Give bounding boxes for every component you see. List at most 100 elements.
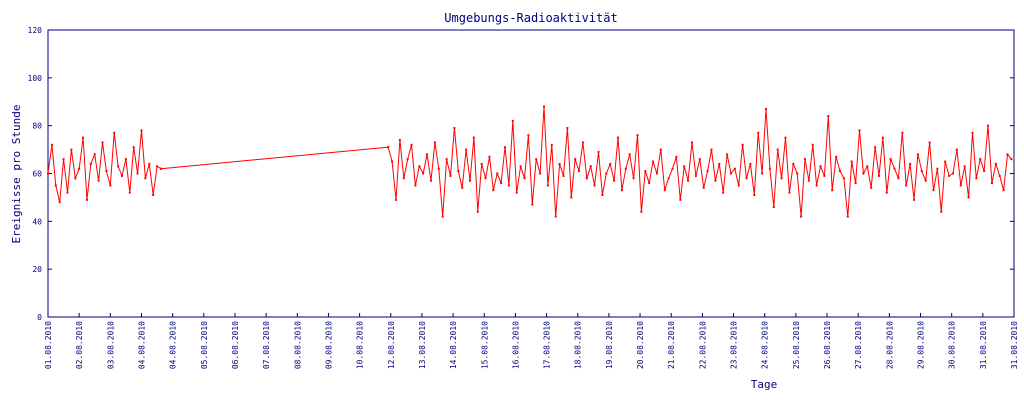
data-point	[387, 146, 390, 149]
data-point	[589, 165, 592, 168]
data-point	[566, 127, 569, 130]
y-tick-label: 20	[32, 265, 42, 274]
data-point	[570, 196, 573, 199]
data-point	[437, 167, 440, 170]
data-point	[874, 146, 877, 149]
data-point	[542, 105, 545, 108]
data-point	[124, 158, 127, 161]
data-point	[924, 179, 927, 182]
data-point	[605, 172, 608, 175]
y-axis: 0 20 40 60 80 100 120	[28, 26, 1014, 322]
data-point	[749, 162, 752, 165]
data-point	[644, 170, 647, 173]
data-point	[901, 131, 904, 134]
data-point	[89, 162, 92, 165]
data-point	[916, 153, 919, 156]
data-point	[144, 177, 147, 180]
data-point	[66, 191, 69, 194]
data-point	[624, 167, 627, 170]
data-point	[468, 179, 471, 182]
data-point	[671, 167, 674, 170]
x-tick-label: 03.08.2010	[106, 321, 115, 369]
data-point	[687, 179, 690, 182]
data-point	[550, 143, 553, 146]
data-point	[870, 186, 873, 189]
data-point	[846, 215, 849, 218]
data-point	[788, 191, 791, 194]
data-point	[967, 196, 970, 199]
data-point	[523, 177, 526, 180]
data-point	[546, 184, 549, 187]
data-point	[574, 158, 577, 161]
data-point	[449, 174, 452, 177]
data-point	[140, 129, 143, 132]
data-point	[418, 165, 421, 168]
data-point	[729, 172, 732, 175]
x-tick-label: 18.08.2010	[574, 321, 583, 369]
data-point	[815, 184, 818, 187]
x-tick-label: 25.08.2010	[792, 321, 801, 369]
data-point	[97, 179, 100, 182]
x-tick-label: 05.08.2010	[200, 321, 209, 369]
data-point	[391, 160, 394, 163]
data-point	[893, 167, 896, 170]
data-point	[441, 215, 444, 218]
data-point	[457, 170, 460, 173]
data-point	[62, 158, 65, 161]
data-point	[718, 162, 721, 165]
data-point	[706, 170, 709, 173]
x-tick-label: 30.08.2010	[948, 321, 957, 369]
series-segment-1	[160, 146, 389, 170]
data-point	[422, 172, 425, 175]
data-point	[726, 153, 729, 156]
data-point	[601, 194, 604, 197]
data-point	[74, 177, 77, 180]
x-tick-label: 08.08.2010	[293, 321, 302, 369]
data-point	[132, 146, 135, 149]
x-tick-label: 14.08.2010	[449, 321, 458, 369]
data-point	[772, 205, 775, 208]
x-tick-label: 31.08.2010	[1010, 321, 1019, 369]
data-point	[850, 160, 853, 163]
y-tick-label: 40	[32, 217, 42, 226]
data-point	[121, 174, 124, 177]
y-tick-label: 120	[28, 26, 43, 35]
data-point	[515, 191, 518, 194]
data-series	[47, 105, 1013, 218]
data-point	[636, 134, 639, 137]
data-point	[414, 184, 417, 187]
x-tick-label: 10.08.2010	[356, 321, 365, 369]
data-point	[93, 153, 96, 156]
data-point	[70, 148, 73, 151]
data-point	[741, 143, 744, 146]
data-point	[105, 170, 108, 173]
data-point	[698, 158, 701, 161]
x-tick-label: 28.08.2010	[885, 321, 894, 369]
data-point	[578, 170, 581, 173]
data-point	[866, 165, 869, 168]
data-point	[811, 143, 814, 146]
x-tick-label: 19.08.2010	[605, 321, 614, 369]
data-point	[648, 182, 651, 185]
data-point	[1006, 153, 1009, 156]
data-point	[507, 184, 510, 187]
data-point	[554, 215, 557, 218]
x-tick-label: 29.08.2010	[917, 321, 926, 369]
x-tick-label: 23.08.2010	[730, 321, 739, 369]
x-axis-label: Tage	[751, 378, 778, 391]
x-tick-label: 21.08.2010	[667, 321, 676, 369]
data-point	[928, 141, 931, 144]
x-tick-label: 04.08.2010	[137, 321, 146, 369]
data-point	[667, 177, 670, 180]
data-point	[655, 172, 658, 175]
data-point	[476, 210, 479, 213]
data-point	[394, 198, 397, 201]
x-tick-label: 04.08.2010	[169, 321, 178, 369]
data-point	[152, 194, 155, 197]
data-point	[613, 179, 616, 182]
x-tick-label: 12.08.2010	[387, 321, 396, 369]
data-point	[998, 174, 1001, 177]
data-point	[835, 155, 838, 158]
data-point	[753, 194, 756, 197]
